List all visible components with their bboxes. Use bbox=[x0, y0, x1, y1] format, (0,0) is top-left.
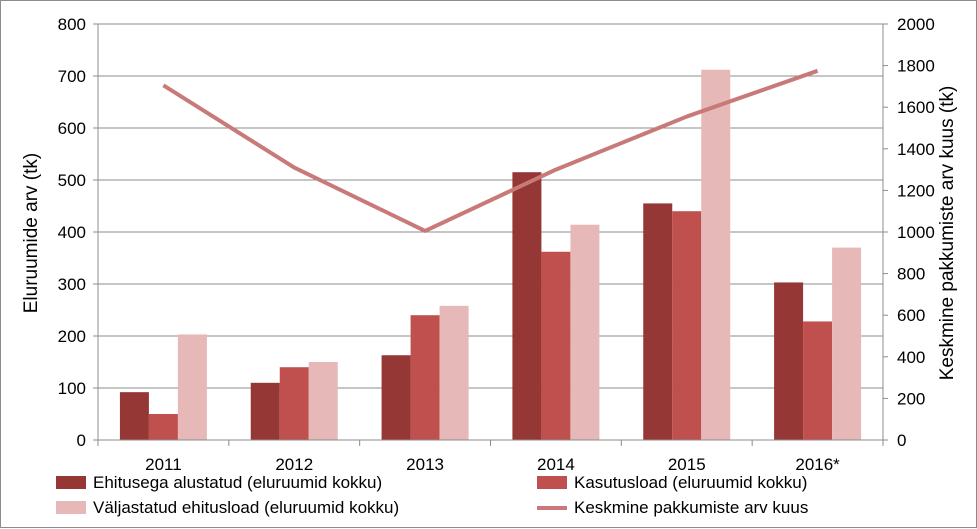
left-tick-label: 600 bbox=[58, 119, 86, 138]
legend-label: Kasutusload (eluruumid kokku) bbox=[574, 473, 807, 492]
left-tick-label: 400 bbox=[58, 223, 86, 242]
category-label: 2013 bbox=[406, 455, 444, 474]
bar bbox=[774, 282, 804, 440]
left-axis-ticks: 0 100 200 300 400 500 600 700 800 bbox=[58, 15, 86, 450]
right-tick-label: 1800 bbox=[897, 57, 935, 76]
bar bbox=[250, 382, 280, 440]
bar bbox=[410, 315, 440, 440]
bar bbox=[672, 211, 702, 440]
bar bbox=[119, 392, 149, 440]
right-tick-label: 2000 bbox=[897, 15, 935, 34]
right-tick-label: 0 bbox=[897, 431, 906, 450]
bar-series bbox=[119, 69, 862, 440]
right-tick-label: 1600 bbox=[897, 98, 935, 117]
right-tick-label: 1400 bbox=[897, 140, 935, 159]
bar bbox=[541, 251, 571, 440]
bar bbox=[148, 414, 178, 440]
legend-swatch bbox=[56, 476, 86, 489]
left-tick-label: 500 bbox=[58, 171, 86, 190]
bar bbox=[381, 355, 411, 440]
bar bbox=[439, 305, 469, 440]
left-tick-label: 700 bbox=[58, 67, 86, 86]
left-tick-label: 0 bbox=[77, 431, 86, 450]
legend-swatch bbox=[537, 476, 567, 489]
category-label: 2015 bbox=[668, 455, 706, 474]
right-tick-label: 400 bbox=[897, 348, 925, 367]
left-tick-label: 300 bbox=[58, 275, 86, 294]
right-tick-label: 800 bbox=[897, 265, 925, 284]
right-tick-label: 600 bbox=[897, 306, 925, 325]
bar bbox=[177, 334, 207, 440]
axes bbox=[93, 23, 888, 446]
right-axis-ticks: 0 200 400 600 800 1000 1200 1400 1600 1800 2000 bbox=[897, 15, 935, 450]
bar bbox=[308, 362, 338, 440]
legend-label: Ehitusega alustatud (eluruumid kokku) bbox=[93, 473, 382, 492]
right-tick-label: 1000 bbox=[897, 223, 935, 242]
category-axis-ticks: 2011 2012 2013 2014 2015 2016* bbox=[145, 455, 840, 474]
bar bbox=[512, 172, 542, 440]
category-label: 2011 bbox=[145, 455, 182, 474]
bar bbox=[570, 224, 600, 440]
bar bbox=[832, 247, 862, 440]
category-label: 2014 bbox=[537, 455, 575, 474]
bar bbox=[643, 203, 673, 440]
right-tick-label: 200 bbox=[897, 389, 925, 408]
left-tick-label: 100 bbox=[58, 379, 86, 398]
legend-swatch bbox=[56, 501, 86, 514]
right-tick-label: 1200 bbox=[897, 181, 935, 200]
line-path bbox=[162, 68, 819, 233]
bar bbox=[803, 321, 833, 440]
bar bbox=[701, 69, 731, 440]
category-label: 2012 bbox=[275, 455, 313, 474]
left-axis-title: Eluruumide arv (tk) bbox=[21, 153, 42, 314]
legend-label: Väljastatud ehitusload (eluruumid kokku) bbox=[93, 498, 399, 517]
category-label: 2016* bbox=[795, 455, 840, 474]
bar bbox=[279, 367, 309, 440]
left-tick-label: 800 bbox=[58, 15, 86, 34]
line-series bbox=[162, 68, 819, 233]
gridlines bbox=[98, 23, 883, 389]
legend-label: Keskmine pakkumiste arv kuus bbox=[574, 498, 808, 517]
legend: Ehitusega alustatud (eluruumid kokku) Kas… bbox=[56, 473, 808, 517]
right-axis-title: Keskmine pakkumiste arv kuus (tk) bbox=[937, 86, 958, 381]
left-tick-label: 200 bbox=[58, 327, 86, 346]
